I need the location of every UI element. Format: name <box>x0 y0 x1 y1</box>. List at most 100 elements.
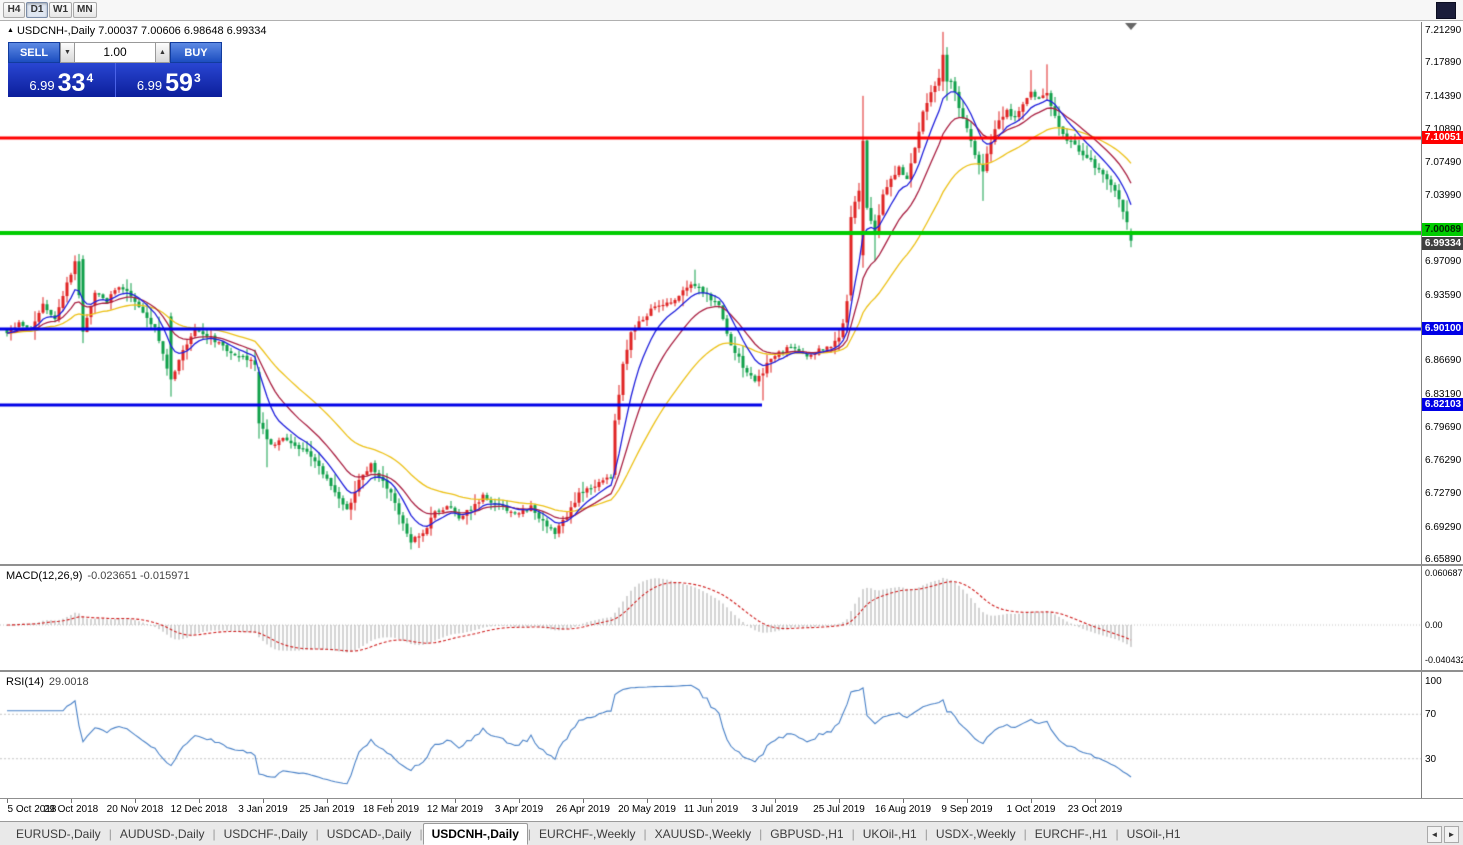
date-axis-tick <box>199 799 200 803</box>
timeframe-button-group: H4 D1 W1 MN <box>3 2 98 18</box>
rsi-value: 29.0018 <box>48 676 89 688</box>
date-axis-tick <box>1031 799 1032 803</box>
macd-name: MACD(12,26,9) <box>6 570 83 582</box>
chart-title: ▲ USDCNH-,Daily 7.00037 7.00606 6.98648 6… <box>7 25 266 37</box>
buy-price-base: 6.99 <box>136 78 163 93</box>
level-price-box[interactable]: 6.82103 <box>1422 398 1463 412</box>
macd-scale-label: 0.060687 <box>1425 567 1463 578</box>
date-axis-label: 18 Feb 2019 <box>362 804 420 815</box>
sell-price-display[interactable]: 6.99 33 4 <box>8 63 116 97</box>
date-axis-label: 11 Jun 2019 <box>683 804 739 815</box>
buy-price-display[interactable]: 6.99 59 3 <box>116 63 223 97</box>
date-axis-tick <box>647 799 648 803</box>
chart-tab-gbpusd-h1[interactable]: GBPUSD-,H1 <box>770 826 844 841</box>
level-price-box[interactable]: 7.10051 <box>1422 131 1463 145</box>
date-axis-label: 29 Oct 2018 <box>43 804 99 815</box>
price-scale-tick: 6.69290 <box>1425 521 1462 533</box>
timeframe-button-w1[interactable]: W1 <box>49 2 72 18</box>
date-axis-tick <box>711 799 712 803</box>
price-scale-tick: 7.07490 <box>1425 156 1462 168</box>
price-scale-tick: 6.93590 <box>1425 289 1462 301</box>
tab-separator: | <box>1115 826 1119 841</box>
chart-tab-eurchf-h1[interactable]: EURCHF-,H1 <box>1034 826 1108 841</box>
buy-price-pips: 59 <box>165 68 193 97</box>
price-scale-tick: 7.14390 <box>1425 90 1462 102</box>
tab-separator: | <box>643 826 647 841</box>
price-scale[interactable]: 7.21290 7.17890 7.14390 7.10890 7.07490 7.039… <box>1421 22 1463 799</box>
window-corner-icon[interactable] <box>1436 2 1456 19</box>
price-scale-tick: 7.21290 <box>1425 25 1462 36</box>
price-scale-tick: 6.76290 <box>1425 454 1462 466</box>
tab-scroll-left-button[interactable]: ◄ <box>1427 826 1442 843</box>
date-axis-label: 20 May 2019 <box>618 804 676 815</box>
rsi-scale-label: 70 <box>1425 709 1437 721</box>
chart-tab-xauusd-weekly[interactable]: XAUUSD-,Weekly <box>654 826 752 841</box>
date-axis-label: 1 Oct 2019 <box>1006 804 1056 815</box>
timeframe-toolbar: H4 D1 W1 MN <box>0 0 1463 21</box>
rsi-scale-label: 100 <box>1425 676 1442 687</box>
price-scale-tick: 6.65890 <box>1425 554 1462 565</box>
tab-scroll-right-button[interactable]: ► <box>1444 826 1459 843</box>
level-price-box[interactable]: 6.90100 <box>1422 321 1463 335</box>
rsi-name: RSI(14) <box>6 676 44 688</box>
sell-button[interactable]: SELL <box>8 42 60 63</box>
date-axis[interactable]: 5 Oct 2018 29 Oct 2018 20 Nov 2018 12 Dec 2… <box>0 799 1463 821</box>
volume-increase-button[interactable]: ▲ <box>155 42 170 63</box>
date-axis-tick <box>583 799 584 803</box>
date-axis-label: 26 Apr 2019 <box>556 804 610 815</box>
chart-tab-usdcad-daily[interactable]: USDCAD-,Daily <box>326 826 412 841</box>
volume-decrease-button[interactable]: ▼ <box>60 42 75 63</box>
chart-tab-usdcnh-daily[interactable]: USDCNH-,Daily <box>422 822 528 845</box>
chart-tab-bar: EURUSD-,Daily | AUDUSD-,Daily | USDCHF-,Dail… <box>0 821 1463 845</box>
date-axis-tick <box>263 799 264 803</box>
price-scale-tick: 6.83190 <box>1425 388 1462 400</box>
tab-separator: | <box>527 826 532 841</box>
date-axis-tick <box>7 799 8 803</box>
panel-separator-macd[interactable] <box>0 564 1463 566</box>
chart-tab-usoil-h1[interactable]: USOil-,H1 <box>1126 826 1181 841</box>
chart-tab-usdchf-daily[interactable]: USDCHF-,Daily <box>223 826 308 841</box>
timeframe-button-mn[interactable]: MN <box>73 2 97 18</box>
date-axis-tick <box>327 799 328 803</box>
chart-tab-audusd-daily[interactable]: AUDUSD-,Daily <box>119 826 205 841</box>
date-axis-tick <box>903 799 904 803</box>
date-axis-label: 3 Jan 2019 <box>238 804 288 815</box>
rsi-scale-label: 30 <box>1425 753 1437 765</box>
date-axis-tick <box>391 799 392 803</box>
panel-separator-rsi[interactable] <box>0 670 1463 672</box>
price-scale-tick: 6.97090 <box>1425 256 1462 268</box>
date-axis-label: 12 Mar 2019 <box>426 804 484 815</box>
tab-separator: | <box>759 826 763 841</box>
date-axis-tick <box>1095 799 1096 803</box>
date-axis-label: 25 Jan 2019 <box>299 804 355 815</box>
date-axis-label: 25 Jul 2019 <box>813 804 865 815</box>
current-bid-price-box: 6.99334 <box>1422 236 1463 250</box>
date-axis-tick <box>839 799 840 803</box>
macd-scale-label: 0.00 <box>1425 620 1443 630</box>
sell-price-fraction: 4 <box>86 71 94 85</box>
tab-separator: | <box>212 826 216 841</box>
rsi-indicator-label: RSI(14) 29.0018 <box>6 676 89 688</box>
date-axis-label: 5 Oct 2018 <box>7 804 57 815</box>
chart-tab-usdx-weekly[interactable]: USDX-,Weekly <box>935 826 1016 841</box>
macd-scale-label: -0.040432 <box>1425 654 1463 665</box>
timeframe-button-d1[interactable]: D1 <box>26 2 48 18</box>
candlestick-chart-canvas[interactable] <box>0 22 1421 799</box>
price-scale-tick: 7.03990 <box>1425 190 1462 202</box>
tab-separator: | <box>1023 826 1027 841</box>
chart-tab-eurchf-weekly[interactable]: EURCHF-,Weekly <box>539 826 636 841</box>
volume-input[interactable]: 1.00 <box>75 42 155 63</box>
chart-tab-ukoil-h1[interactable]: UKOil-,H1 <box>862 826 917 841</box>
price-scale-tick: 6.79690 <box>1425 422 1462 434</box>
date-axis-tick <box>519 799 520 803</box>
date-axis-label: 9 Sep 2019 <box>941 804 993 815</box>
tab-separator: | <box>315 826 319 841</box>
buy-button[interactable]: BUY <box>170 42 222 63</box>
date-axis-tick <box>135 799 136 803</box>
level-price-box[interactable]: 7.00089 <box>1422 223 1463 237</box>
collapse-triangle-icon[interactable]: ▲ <box>7 27 14 34</box>
tab-scroll-buttons: ◄ ► <box>1427 826 1459 843</box>
chart-tab-eurusd-daily[interactable]: EURUSD-,Daily <box>16 826 101 841</box>
date-axis-tick <box>775 799 776 803</box>
timeframe-button-h4[interactable]: H4 <box>3 2 25 18</box>
